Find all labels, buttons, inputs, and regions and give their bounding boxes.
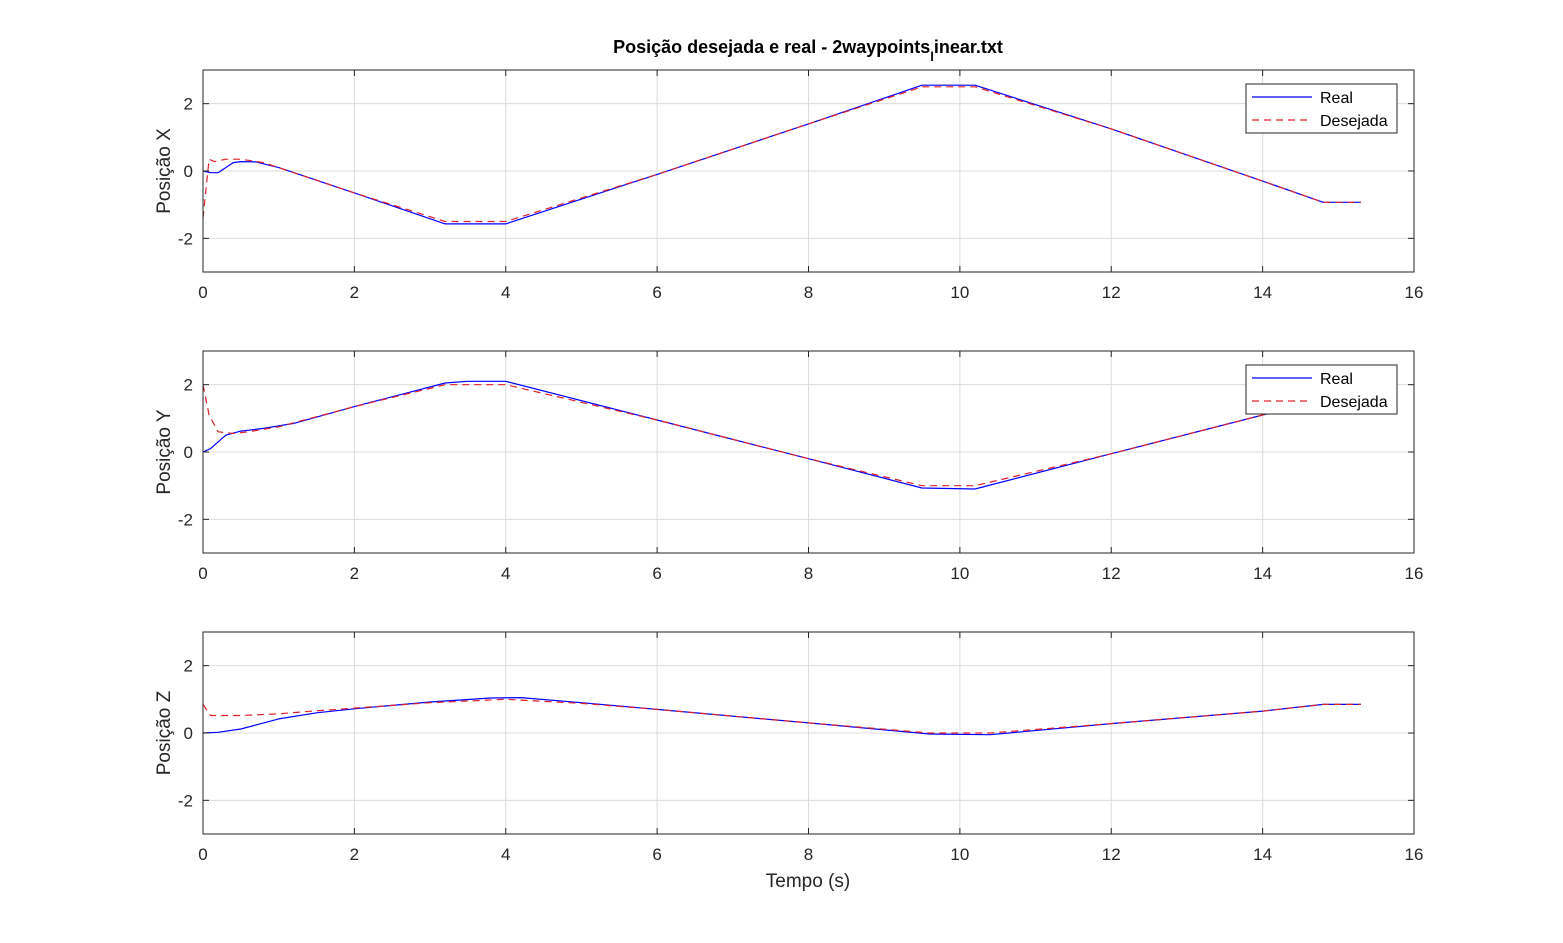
x-tick-label: 14 (1253, 845, 1272, 864)
y-tick-label: 2 (184, 657, 193, 676)
x-tick-label: 10 (950, 845, 969, 864)
x-tick-label: 0 (198, 845, 207, 864)
x-axis-label: Tempo (s) (766, 871, 850, 892)
x-tick-label: 0 (198, 564, 207, 583)
figure-title: Posição desejada e real - 2waypointsline… (613, 37, 1003, 64)
legend-box (1245, 364, 1398, 415)
subplot-position-y: 0 2 4 6 8 10 12 14 16 -2 0 2 Posição Y Real Desejada (154, 350, 1424, 583)
x-tick-label: 12 (1102, 845, 1121, 864)
x-tick-label: 8 (804, 564, 813, 583)
x-tick-label: 6 (652, 564, 661, 583)
x-tick-label: 16 (1405, 845, 1424, 864)
x-tick-label: 10 (950, 283, 969, 302)
y-axis-label: Posição Z (154, 690, 175, 775)
x-tick-label: 14 (1253, 564, 1272, 583)
x-tick-label: 2 (350, 283, 359, 302)
series-line-desejada (202, 384, 1361, 487)
x-tick-label: 0 (198, 283, 207, 302)
x-tick-label: 16 (1405, 564, 1424, 583)
y-tick-label: -2 (178, 229, 193, 248)
y-tick-label: 2 (184, 376, 193, 395)
y-tick-label: -2 (178, 510, 193, 529)
x-tick-label: 4 (501, 845, 510, 864)
series-line-desejada (202, 698, 1361, 734)
x-tick-label: 14 (1253, 283, 1272, 302)
figure-title-main: Posição desejada e real - 2waypoints (613, 37, 930, 57)
y-axis-label: Posição Y (154, 409, 175, 495)
series-line-desejada (202, 86, 1361, 223)
x-tick-label: 2 (350, 845, 359, 864)
y-axis-label: Posição X (154, 128, 175, 214)
x-tick-label: 16 (1405, 283, 1424, 302)
figure-title-subscript: l (930, 49, 934, 64)
x-tick-label: 6 (652, 845, 661, 864)
x-tick-label: 12 (1102, 283, 1121, 302)
legend-label-desejada: Desejada (1320, 113, 1388, 130)
x-tick-label: 4 (501, 283, 510, 302)
legend-label-desejada: Desejada (1320, 394, 1388, 411)
legend-label-real: Real (1320, 90, 1353, 107)
legend-label-real: Real (1320, 371, 1353, 388)
legend-box (1245, 83, 1398, 134)
x-tick-label: 8 (804, 845, 813, 864)
x-tick-label: 6 (652, 283, 661, 302)
x-tick-label: 2 (350, 564, 359, 583)
subplot-position-z: 0 2 4 6 8 10 12 14 16 -2 0 2 Posição Z (154, 631, 1424, 864)
y-tick-label: 0 (184, 162, 193, 181)
x-tick-label: 12 (1102, 564, 1121, 583)
legend: Real Desejada (1245, 83, 1398, 134)
x-tick-label: 8 (804, 283, 813, 302)
y-tick-label: -2 (178, 791, 193, 810)
y-tick-label: 2 (184, 95, 193, 114)
figure-title-tail: inear.txt (934, 37, 1003, 57)
x-tick-label: 4 (501, 564, 510, 583)
subplot-position-x: 0 2 4 6 8 10 12 14 16 -2 0 2 Posição X Real Desejada (154, 69, 1424, 302)
x-tick-label: 10 (950, 564, 969, 583)
y-tick-label: 0 (184, 443, 193, 462)
legend: Real Desejada (1245, 364, 1398, 415)
y-tick-label: 0 (184, 724, 193, 743)
